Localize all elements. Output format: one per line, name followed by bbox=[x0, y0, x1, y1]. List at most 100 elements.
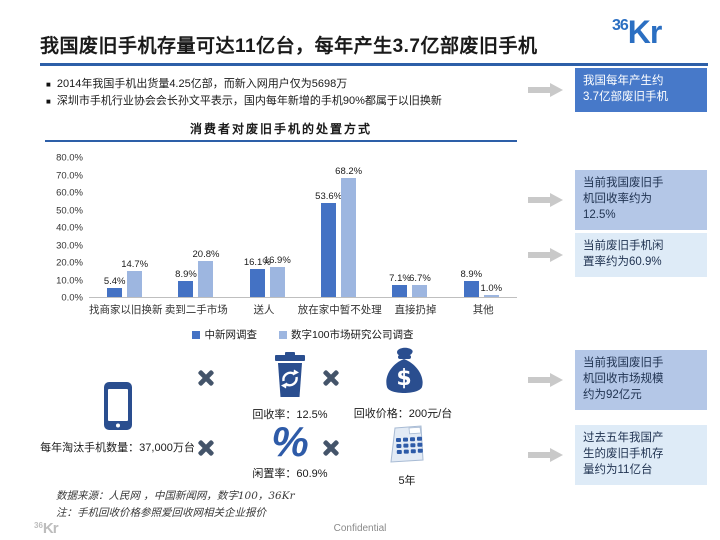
bar-group: 8.9% 1.0% bbox=[460, 269, 503, 297]
bar bbox=[463, 281, 479, 297]
callout-row: 当前我国废旧手 机回收市场规模 约为92亿元 bbox=[528, 350, 710, 410]
chart-title-divider bbox=[45, 140, 517, 142]
bar-group: 5.4% 14.7% bbox=[103, 259, 148, 297]
bar bbox=[127, 271, 143, 297]
bullet-square-icon: ■ bbox=[46, 97, 51, 106]
bar-value-label: 68.2% bbox=[335, 165, 363, 177]
bar-value-label: 1.0% bbox=[480, 283, 503, 295]
bullet-text: 深圳市手机行业协会会长孙文平表示，国内每年新增的手机90%都属于以旧换新 bbox=[56, 95, 442, 107]
x-category-label: 送人 bbox=[253, 304, 275, 316]
y-tick-label: 0.0% bbox=[61, 292, 83, 304]
footer-logo-kr: Kr bbox=[42, 520, 59, 537]
bar-value-label: 16.1% bbox=[243, 256, 271, 268]
disposal-methods-chart: 消费者对废旧手机的处置方式 80.0% 70.0% 60.0% 50.0% 40.0% 3… bbox=[45, 120, 517, 342]
bullet-item: ■ 深圳市手机行业协会会长孙文平表示，国内每年新增的手机90%都属于以旧换新 bbox=[46, 93, 516, 110]
money-bag-icon: $ bbox=[386, 347, 423, 393]
bar-column: 8.9% bbox=[460, 269, 483, 297]
bar-column: 8.9% bbox=[175, 269, 197, 297]
legend-item: 中新网调查 bbox=[192, 327, 257, 342]
chart-plot-row: 80.0% 70.0% 60.0% 50.0% 40.0% 30.0% 20.0% 10.0%… bbox=[45, 153, 517, 304]
bar bbox=[392, 284, 408, 297]
legend-label: 数字100市场研究公司调查 bbox=[290, 329, 414, 341]
bullet-square-icon: ■ bbox=[46, 80, 51, 89]
x-category-label: 卖到二手市场 bbox=[164, 304, 228, 316]
phone-count-label: 每年淘汰手机数量：37,000万台 bbox=[40, 442, 195, 454]
bullet-item: ■ 2014年我国手机出货量4.25亿部，而新入网用户仅为5698万 bbox=[46, 76, 516, 93]
bar-group: 8.9% 20.8% bbox=[175, 249, 219, 297]
recycle-bin-icon bbox=[275, 352, 305, 397]
bar-value-label: 7.1% bbox=[389, 272, 411, 284]
callout-box: 当前我国废旧手 机回收率约为 12.5% bbox=[575, 170, 707, 230]
bar-value-label: 14.7% bbox=[121, 259, 149, 271]
x-category-label: 其他 bbox=[472, 304, 494, 316]
bar bbox=[178, 281, 194, 297]
y-tick-label: 80.0% bbox=[56, 152, 83, 164]
y-tick-label: 50.0% bbox=[56, 205, 83, 216]
callout-box: 我国每年产生约 3.7亿部废旧手机 bbox=[575, 68, 707, 112]
arrow-right-icon bbox=[528, 192, 563, 207]
y-tick-label: 10.0% bbox=[56, 275, 83, 286]
bar-column: 7.1% bbox=[389, 272, 411, 297]
chart-x-axis: 找商家以旧换新 卖到二手市场 送人 放在家中暂不处理 直接扔掉 其他 bbox=[89, 302, 517, 317]
page-title: 我国废旧手机存量可达11亿台，每年产生3.7亿部废旧手机 bbox=[40, 36, 538, 57]
36kr-logo-kr: Kr bbox=[627, 14, 663, 50]
percent-icon: % bbox=[271, 418, 309, 465]
bar-column: 16.1% bbox=[244, 257, 271, 297]
callout-row: 当前废旧手机闲 置率约为60.9% bbox=[528, 233, 710, 277]
chart-legend: 中新网调查 数字100市场研究公司调查 bbox=[89, 327, 517, 342]
x-category-label: 直接扔掉 bbox=[394, 304, 437, 316]
x-category-label: 找商家以旧换新 bbox=[89, 304, 163, 316]
multiply-icon bbox=[198, 370, 214, 386]
callout-row: 当前我国废旧手 机回收率约为 12.5% bbox=[528, 170, 710, 230]
x-category-label: 放在家中暂不处理 bbox=[297, 304, 382, 316]
legend-item: 数字100市场研究公司调查 bbox=[278, 327, 414, 342]
callout-row: 过去五年我国产 生的废旧手机存 量约为11亿台 bbox=[528, 425, 710, 485]
callout-box: 过去五年我国产 生的废旧手机存 量约为11亿台 bbox=[575, 425, 707, 485]
title-divider bbox=[40, 63, 708, 66]
y-tick-label: 70.0% bbox=[56, 170, 83, 181]
bar bbox=[249, 268, 265, 297]
legend-swatch-icon bbox=[278, 330, 287, 339]
bar bbox=[321, 203, 337, 297]
arrow-right-icon bbox=[528, 447, 563, 462]
bar bbox=[341, 177, 357, 297]
bar-value-label: 8.9% bbox=[460, 269, 483, 281]
five-years-block: 5年 bbox=[362, 424, 452, 488]
bar-column: 68.2% bbox=[335, 166, 362, 297]
chart-bars-area: 5.4% 14.7% 8.9% 20.8% 16.1% 16.9% 53.6% 68.2% 7.… bbox=[89, 158, 517, 298]
footer-36kr-logo: 36 Kr bbox=[34, 520, 59, 537]
chart-y-axis: 80.0% 70.0% 60.0% 50.0% 40.0% 30.0% 20.0% 10.0%… bbox=[45, 153, 89, 304]
recycle-price-label: 回收价格：200元/台 bbox=[353, 408, 453, 420]
callout-box: 当前废旧手机闲 置率约为60.9% bbox=[575, 233, 707, 277]
chart-title: 消费者对废旧手机的处置方式 bbox=[189, 122, 372, 136]
arrow-right-icon bbox=[528, 247, 563, 262]
idle-rate-block: % 闲置率：60.9% bbox=[233, 418, 347, 481]
y-tick-label: 20.0% bbox=[56, 257, 83, 269]
data-source-text: 数据来源：人民网 ，中国新闻网，数字100，36Kr bbox=[56, 490, 295, 502]
bar-group: 16.1% 16.9% bbox=[244, 255, 291, 297]
bar-value-label: 8.9% bbox=[175, 269, 197, 281]
recycle-price-block: $ 回收价格：200元/台 bbox=[348, 347, 458, 421]
arrow-right-icon bbox=[528, 372, 563, 387]
bar-value-label: 53.6% bbox=[315, 191, 343, 203]
calculator-icon bbox=[390, 425, 424, 463]
bar-column: 5.4% bbox=[103, 275, 126, 297]
bar bbox=[107, 287, 123, 297]
footer-logo-sup: 36 bbox=[34, 521, 43, 530]
bar-group: 53.6% 68.2% bbox=[315, 166, 362, 297]
bullet-text: 2014年我国手机出货量4.25亿部，而新入网用户仅为5698万 bbox=[56, 78, 348, 90]
bar bbox=[483, 295, 499, 297]
idle-rate-label: 闲置率：60.9% bbox=[252, 468, 328, 480]
bar-column: 6.7% bbox=[409, 273, 431, 297]
bullet-list: ■ 2014年我国手机出货量4.25亿部，而新入网用户仅为5698万 ■ 深圳市手机行… bbox=[46, 76, 516, 110]
y-tick-label: 30.0% bbox=[56, 240, 83, 251]
y-tick-label: 40.0% bbox=[56, 222, 83, 234]
bar bbox=[198, 260, 214, 297]
bar-group: 7.1% 6.7% bbox=[389, 272, 431, 297]
phone-count-block: 每年淘汰手机数量：37,000万台 bbox=[25, 381, 210, 455]
36kr-logo: 36 Kr bbox=[612, 14, 663, 50]
confidential-text: Confidential bbox=[333, 523, 387, 534]
bar-value-label: 5.4% bbox=[103, 275, 126, 287]
36kr-logo-sup: 36 bbox=[612, 17, 629, 34]
bar-column: 53.6% bbox=[315, 191, 342, 297]
